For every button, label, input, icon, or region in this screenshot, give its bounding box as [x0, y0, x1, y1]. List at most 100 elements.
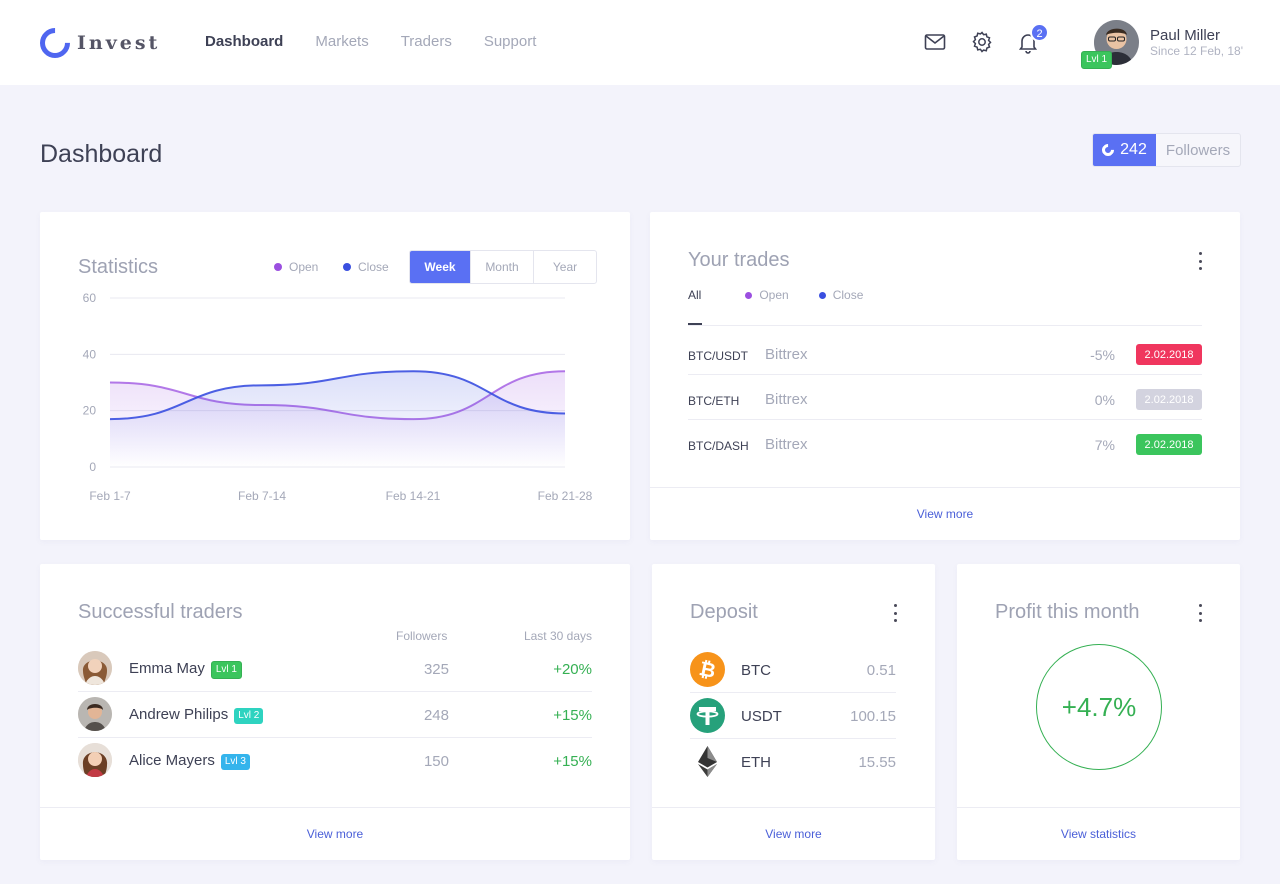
deposit-row[interactable]: ETH 15.55: [690, 739, 896, 785]
followers-column-header: Followers: [396, 629, 448, 643]
legend-open-label: Open: [289, 260, 319, 274]
user-name[interactable]: Paul Miller: [1150, 27, 1221, 44]
notification-count-badge: 2: [1030, 23, 1049, 42]
trades-tabs: All Open Close: [688, 288, 887, 302]
trade-exchange: Bittrex: [765, 391, 808, 408]
trader-change: +20%: [553, 661, 592, 678]
logo-mini-icon: [1099, 141, 1117, 159]
trades-card: Your trades All Open Close BTC/USDT Bitt…: [650, 212, 1240, 540]
trader-name: Alice Mayers Lvl 3: [129, 752, 250, 770]
legend-open-dot: [274, 263, 282, 271]
deposit-coin: BTC: [741, 662, 771, 679]
trades-view-more-link[interactable]: View more: [916, 507, 974, 521]
traders-footer: View more: [40, 807, 630, 860]
deposit-more-icon[interactable]: [890, 604, 900, 622]
ethereum-icon: [690, 744, 725, 779]
trader-name-text: Andrew Philips: [129, 706, 229, 723]
deposit-value: 100.15: [850, 708, 896, 725]
user-member-since: Since 12 Feb, 18': [1150, 44, 1244, 58]
profit-value: +4.7%: [1061, 691, 1137, 722]
deposit-value: 0.51: [866, 662, 896, 679]
trade-row[interactable]: BTC/DASH Bittrex 7% 2.02.2018: [688, 420, 1202, 465]
followers-label: Followers: [1165, 141, 1231, 159]
traders-card: Successful traders Followers Last 30 day…: [40, 564, 630, 860]
trade-row[interactable]: BTC/ETH Bittrex 0% 2.02.2018: [688, 375, 1202, 420]
period-month-button[interactable]: Month: [470, 251, 533, 283]
nav-item-dashboard[interactable]: Dashboard: [205, 33, 284, 50]
deposit-coin: USDT: [741, 708, 782, 725]
nav-item-markets[interactable]: Markets: [315, 33, 369, 50]
deposit-footer: View more: [652, 807, 935, 860]
trader-name-text: Emma May: [129, 660, 205, 677]
followers-count: 242: [1120, 141, 1147, 158]
series-area-close: [110, 371, 565, 467]
traders-title: Successful traders: [78, 601, 243, 623]
trade-exchange: Bittrex: [765, 346, 808, 363]
trader-followers: 248: [423, 707, 449, 724]
trader-name-text: Alice Mayers: [129, 752, 215, 769]
mail-icon[interactable]: [923, 30, 947, 54]
trader-level-badge: Lvl 1: [210, 661, 242, 679]
app-name: Invest: [77, 32, 161, 54]
statistics-title: Statistics: [78, 256, 159, 278]
tab-close-dot: [818, 291, 826, 299]
trade-pair: BTC/USDT: [688, 349, 748, 363]
profit-card: Profit this month +4.7% View statistics: [957, 564, 1240, 860]
traders-view-more-link[interactable]: View more: [306, 827, 364, 841]
deposit-row[interactable]: ₿ BTC 0.51: [690, 647, 896, 693]
nav-item-traders[interactable]: Traders: [400, 33, 452, 50]
trade-change: 7%: [1094, 437, 1115, 453]
deposit-coin: ETH: [741, 754, 771, 771]
trader-row[interactable]: Emma May Lvl 1 325 +20%: [78, 646, 592, 692]
trade-date-badge: 2.02.2018: [1136, 344, 1202, 365]
trade-date-badge: 2.02.2018: [1136, 389, 1202, 410]
trades-more-icon[interactable]: [1195, 252, 1205, 270]
nav-item-support[interactable]: Support: [483, 33, 537, 50]
tab-all-label: All: [688, 288, 702, 302]
avatar: [78, 651, 112, 685]
trader-followers: 150: [423, 753, 449, 770]
deposit-row[interactable]: USDT 100.15: [690, 693, 896, 739]
deposit-title: Deposit: [690, 601, 758, 623]
y-tick-label: 20: [83, 404, 97, 418]
main-nav: Dashboard Markets Traders Support: [205, 33, 568, 50]
tab-open-dot: [745, 291, 753, 299]
y-tick-label: 60: [83, 291, 97, 305]
deposit-view-more-link[interactable]: View more: [765, 827, 822, 841]
profit-more-icon[interactable]: [1195, 604, 1205, 622]
trader-row[interactable]: Alice Mayers Lvl 3 150 +15%: [78, 738, 592, 784]
tab-open-label: Open: [759, 288, 789, 302]
x-tick-label: Feb 1-7: [89, 489, 131, 503]
view-statistics-link[interactable]: View statistics: [1060, 827, 1137, 841]
gear-icon[interactable]: [970, 30, 994, 54]
trader-followers: 325: [423, 661, 449, 678]
top-bar: Invest Dashboard Markets Traders Support…: [0, 0, 1280, 85]
followers-counter[interactable]: 242 Followers: [1092, 133, 1241, 167]
tab-open[interactable]: Open: [745, 288, 789, 302]
profit-title: Profit this month: [995, 601, 1140, 623]
tab-all[interactable]: All: [688, 288, 701, 302]
trade-exchange: Bittrex: [765, 436, 808, 453]
trade-date-badge: 2.02.2018: [1136, 434, 1202, 455]
trade-row[interactable]: BTC/USDT Bittrex -5% 2.02.2018: [688, 330, 1202, 375]
trade-pair: BTC/DASH: [688, 439, 749, 453]
logo-icon: [33, 21, 77, 65]
svg-text:₿: ₿: [697, 656, 718, 683]
period-week-button[interactable]: Week: [410, 251, 470, 283]
last30-column-header: Last 30 days: [523, 629, 592, 643]
followers-count-box: 242: [1093, 134, 1156, 166]
period-year-button[interactable]: Year: [533, 251, 596, 283]
trader-level-badge: Lvl 2: [234, 708, 264, 724]
avatar: [78, 743, 112, 777]
x-tick-label: Feb 7-14: [238, 489, 286, 503]
deposit-card: Deposit ₿ BTC 0.51 USDT 100.15 ETH 15.55…: [652, 564, 935, 860]
trades-footer: View more: [650, 487, 1240, 540]
page-title: Dashboard: [40, 140, 163, 168]
trader-change: +15%: [553, 707, 592, 724]
user-level-badge: Lvl 1: [1081, 51, 1113, 69]
trader-name: Emma May Lvl 1: [129, 660, 242, 679]
trader-row[interactable]: Andrew Philips Lvl 2 248 +15%: [78, 692, 592, 738]
tab-close[interactable]: Close: [818, 288, 863, 302]
logo[interactable]: Invest: [33, 21, 161, 65]
trader-name: Andrew Philips Lvl 2: [129, 706, 264, 724]
